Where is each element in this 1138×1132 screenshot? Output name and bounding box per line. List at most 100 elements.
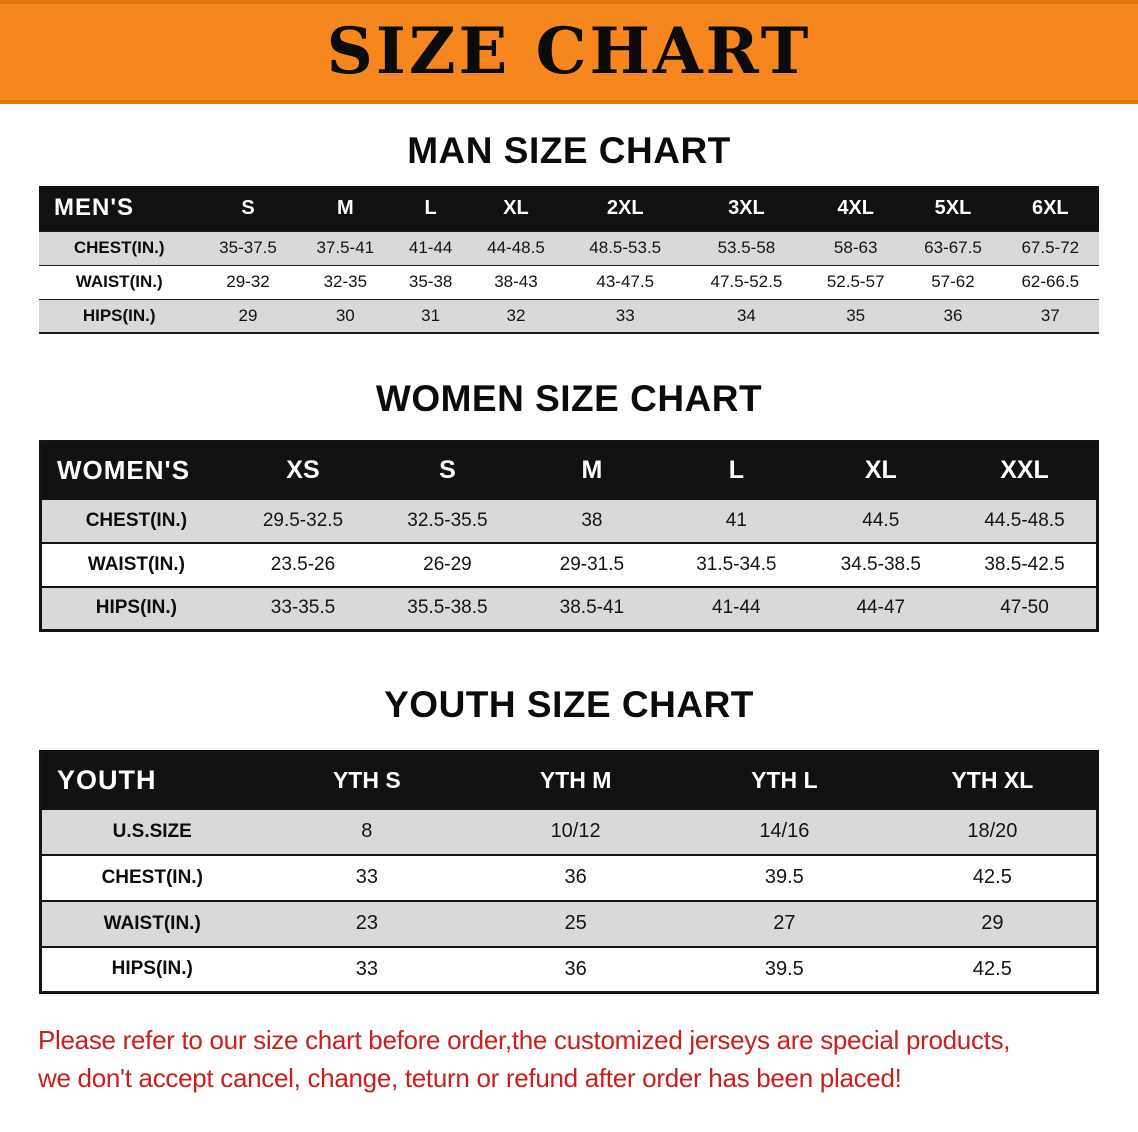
size-header-cell: XL (467, 186, 565, 231)
table-cell: 34.5-38.5 (840, 553, 921, 575)
table-cell: 38-43 (494, 272, 538, 291)
youth-section: YOUTH SIZE CHART YOUTH YTH S YTH M YTH L YTH… (0, 684, 1138, 994)
table-cell: 63-67.5 (924, 238, 982, 257)
row-label: HIPS(IN.) (95, 597, 178, 619)
table-cell: 33 (355, 957, 378, 980)
size-header-cell: YTH L (679, 751, 889, 809)
table-cell: 58-63 (833, 238, 878, 257)
table-cell: 23.5-26 (270, 553, 336, 575)
table-cell: 41 (725, 509, 747, 531)
youth-size-table: YOUTH YTH S YTH M YTH L YTH XL U.S.SIZE 8 10/12… (39, 750, 1099, 994)
table-cell: 32.5-35.5 (407, 509, 488, 531)
size-header-cell: YTH M (471, 751, 680, 809)
row-label: HIPS(IN.) (111, 958, 193, 980)
women-heading: WOMEN SIZE CHART (375, 378, 763, 419)
table-corner-label: MEN'S (39, 186, 200, 231)
row-label: WAIST(IN.) (87, 553, 185, 575)
men-heading: MAN SIZE CHART (407, 130, 731, 171)
table-cell: 35 (846, 305, 866, 325)
table-cell: 32-35 (323, 272, 368, 291)
size-header-cell: S (199, 186, 297, 231)
size-header-cell: 4XL (807, 186, 905, 231)
women-size-table: WOMEN'S XS S M L XL XXL CHEST(IN.) 29.5-32.5 32.5… (39, 440, 1099, 632)
table-cell: 33 (615, 305, 635, 325)
table-header-row: WOMEN'S XS S M L XL XXL (40, 441, 1098, 499)
table-cell: 29 (981, 912, 1004, 934)
table-cell: 47-50 (1000, 597, 1049, 619)
table-cell: 44.5-48.5 (984, 509, 1065, 531)
table-cell: 34 (736, 305, 756, 325)
table-cell: 29-31.5 (559, 553, 625, 575)
table-cell: 29.5-32.5 (262, 509, 344, 531)
table-cell: 48.5-53.5 (589, 238, 662, 257)
table-cell: 57-62 (931, 272, 975, 291)
table-cell: 37.5-41 (316, 238, 375, 257)
size-header-cell: XS (230, 441, 376, 499)
table-cell: 32 (506, 305, 526, 325)
note-line-2: we don't accept cancel, change, teturn o… (38, 1062, 902, 1093)
table-cell: 42.5 (972, 957, 1012, 980)
size-header-cell: 2XL (564, 186, 686, 231)
note-line-1: Please refer to our size chart before or… (38, 1025, 1011, 1055)
table-cell: 29 (238, 305, 258, 325)
table-cell: 44-47 (856, 597, 906, 619)
table-row: CHEST(IN.) 33 36 39.5 42.5 (40, 854, 1098, 901)
size-header-cell: S (375, 441, 520, 499)
table-cell: 47.5-52.5 (710, 272, 783, 291)
row-label: CHEST(IN.) (101, 866, 203, 888)
table-cell: 44.5 (862, 509, 900, 531)
table-cell: 23 (355, 912, 378, 934)
table-corner-label: YOUTH (40, 751, 263, 809)
table-cell: 37 (1040, 305, 1060, 325)
table-cell: 38 (581, 509, 603, 531)
table-row: HIPS(IN.) 33-35.5 35.5-38.5 38.5-41 41-44 44-… (40, 586, 1098, 631)
row-label: CHEST(IN.) (73, 238, 165, 257)
row-label: U.S.SIZE (112, 820, 192, 842)
table-cell: 62-66.5 (1021, 272, 1080, 291)
row-label: WAIST(IN.) (103, 912, 201, 934)
table-cell: 36 (564, 866, 587, 888)
row-label: WAIST(IN.) (75, 272, 163, 291)
women-section: WOMEN SIZE CHART WOMEN'S XS S M L XL XXL CHEST(… (0, 378, 1138, 632)
size-header-cell: YTH XL (888, 751, 1098, 809)
table-cell: 53.5-58 (717, 238, 776, 257)
table-cell: 10/12 (550, 820, 601, 842)
table-row: WAIST(IN.) 23 25 27 29 (40, 900, 1098, 947)
size-header-cell: L (664, 441, 809, 499)
size-header-cell: M (296, 186, 394, 231)
table-cell: 38.5-41 (559, 597, 625, 619)
table-cell: 36 (943, 305, 963, 325)
table-cell: 18/20 (967, 820, 1018, 842)
table-cell: 29-32 (226, 272, 270, 291)
table-cell: 33-35.5 (270, 597, 336, 619)
banner: SIZE CHART (0, 0, 1138, 104)
table-header-row: YOUTH YTH S YTH M YTH L YTH XL (40, 751, 1098, 809)
table-cell: 14/16 (759, 820, 810, 842)
size-header-cell: L (393, 186, 468, 231)
table-cell: 27 (773, 912, 796, 934)
size-header-cell: M (519, 441, 665, 499)
table-corner-label: WOMEN'S (40, 441, 231, 499)
table-cell: 41-44 (712, 597, 761, 619)
table-cell: 42.5 (972, 866, 1012, 888)
table-row: U.S.SIZE 8 10/12 14/16 18/20 (40, 808, 1098, 855)
table-row: HIPS(IN.) 29 30 31 32 33 34 35 36 37 (39, 299, 1099, 333)
table-cell: 33 (355, 866, 378, 888)
table-cell: 35.5-38.5 (407, 597, 488, 619)
table-cell: 39.5 (764, 957, 804, 980)
men-section: MAN SIZE CHART MEN'S S M L XL 2XL 3XL 4XL 5XL 6XL… (0, 130, 1138, 334)
size-header-cell: 5XL (904, 186, 1002, 231)
table-cell: 8 (361, 820, 373, 842)
table-cell: 36 (564, 957, 587, 980)
table-cell: 35-38 (408, 272, 453, 291)
youth-heading: YOUTH SIZE CHART (384, 684, 754, 725)
size-header-cell: 6XL (1001, 186, 1099, 231)
table-cell: 39.5 (764, 866, 804, 888)
table-cell: 67.5-72 (1021, 238, 1080, 257)
table-cell: 38.5-42.5 (984, 553, 1065, 575)
table-cell: 35-37.5 (219, 238, 277, 257)
table-cell: 26-29 (423, 553, 472, 575)
table-row: WAIST(IN.) 23.5-26 26-29 29-31.5 31.5-34.5 34… (40, 542, 1098, 587)
row-label: CHEST(IN.) (85, 509, 188, 531)
